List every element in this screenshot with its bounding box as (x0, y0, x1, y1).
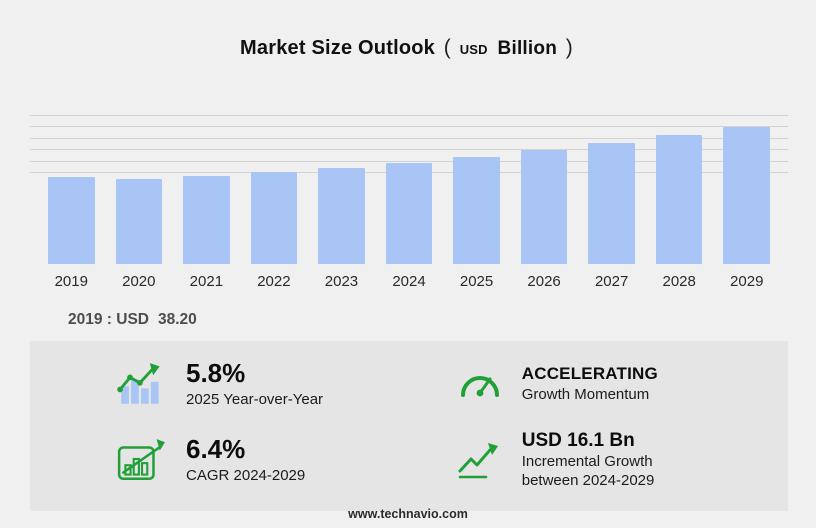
speedometer-icon (456, 364, 502, 404)
yoy-bars-trend-icon (116, 362, 166, 406)
bar-2021 (183, 176, 230, 264)
stat-yoy: 5.8% 2025 Year-over-Year (30, 358, 432, 410)
x-label-2025: 2025 (459, 273, 494, 290)
gridline-45 (30, 160, 788, 162)
bar-2024 (385, 163, 433, 264)
title-paren-open: ( (443, 36, 451, 59)
x-label-2026: 2026 (527, 273, 561, 290)
gridline-60 (30, 126, 788, 128)
bar-2027 (588, 142, 635, 264)
incremental-label-line2: between 2024-2029 (521, 472, 655, 490)
website-url: www.technavio.com (348, 507, 468, 521)
gridline-50 (30, 149, 788, 151)
cagr-value: 6.4% (186, 433, 246, 464)
bar-chart: 2019 2020 2021 2022 2023 2024 2025 2026 2027 2028… (30, 115, 788, 290)
x-label-2022: 2022 (257, 273, 291, 290)
bar-2019 (48, 177, 95, 264)
growth-arrow-icon (456, 439, 502, 481)
base-year-label: 2019 : USD (68, 311, 149, 328)
base-year-annotation: 2019 : USD 38.20 (68, 311, 816, 329)
bar-2029 (723, 126, 771, 264)
stat-incremental: USD 16.1 Bn Incremental Growth between 2… (432, 430, 788, 491)
bar-2028 (655, 135, 703, 264)
base-year-value: 38.20 (157, 311, 197, 328)
stats-panel: 5.8% 2025 Year-over-Year ACCELERATING Gr… (30, 341, 788, 511)
x-label-2024: 2024 (392, 273, 426, 290)
bar-2026 (520, 150, 568, 264)
x-label-2029: 2029 (730, 273, 764, 290)
stat-cagr: 6.4% CAGR 2024-2029 (30, 430, 432, 491)
title-usd-unit: USD (459, 42, 488, 57)
x-label-2027: 2027 (594, 273, 629, 290)
bar-2022 (250, 172, 298, 264)
chart-title: Market Size Outlook ( USD Billion ) (0, 0, 816, 60)
incremental-value: USD 16.1 Bn (521, 429, 635, 451)
x-label-2020: 2020 (122, 273, 156, 290)
title-paren-close: ) (565, 36, 573, 59)
bar-2023 (318, 167, 365, 264)
title-main: Market Size Outlook (240, 37, 435, 59)
yoy-value: 5.8% (186, 358, 246, 388)
momentum-value: ACCELERATING (521, 364, 658, 384)
cagr-chart-box-icon (116, 437, 166, 483)
x-label-2021: 2021 (189, 273, 224, 290)
x-axis-labels: 2019 2020 2021 2022 2023 2024 2025 2026 2027 2028… (30, 273, 788, 290)
title-billion-unit: Billion (497, 38, 557, 59)
bar-2025 (453, 157, 500, 264)
gridline-55 (30, 137, 788, 139)
bar-2020 (115, 178, 163, 264)
gridline-65 (30, 115, 788, 116)
x-label-2019: 2019 (54, 273, 88, 290)
yoy-label: 2025 Year-over-Year (186, 390, 324, 408)
incremental-label-line1: Incremental Growth (521, 453, 653, 471)
cagr-label: CAGR 2024-2029 (186, 466, 306, 484)
momentum-label: Growth Momentum (521, 385, 650, 403)
bar-plot (30, 115, 788, 264)
x-label-2028: 2028 (662, 273, 696, 290)
x-label-2023: 2023 (324, 273, 359, 290)
stat-momentum: ACCELERATING Growth Momentum (432, 359, 788, 410)
